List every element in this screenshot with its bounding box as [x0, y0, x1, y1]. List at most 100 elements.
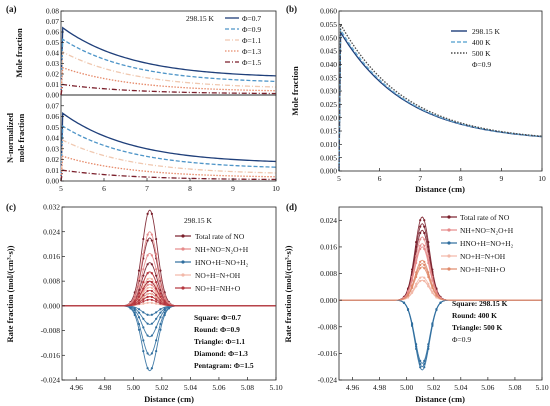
- panel-a-bottom-ytick-label-1: 0.01: [46, 166, 59, 175]
- panel-c-marker-4-2: [146, 289, 149, 293]
- panel-d-xtick-label-4: 5.04: [454, 383, 467, 392]
- panel-d-marker-4-1: [419, 263, 422, 267]
- panel-a-bottom-ytick-label-6: 0.06: [46, 112, 59, 121]
- panel-c-marker-4-2: [150, 289, 153, 293]
- panel-d-xtick-label-0: 4.96: [346, 383, 359, 392]
- panel-d-xtick-label-6: 5.08: [508, 383, 521, 392]
- panel-a-top-series-2: [60, 50, 276, 96]
- panel-d-ytick-label-3: 0.000: [320, 296, 337, 305]
- panel-d-marker-4-2: [435, 294, 438, 297]
- panel-a-curves: [60, 26, 276, 182]
- panel-a-top-ytick-label-2: 0.02: [46, 70, 59, 79]
- panel-c-marker-2-0: [142, 350, 145, 353]
- panel-a-bottom-ytick-label-0: 0.00: [46, 177, 59, 186]
- panel-a-bottom-ytick-label-4: 0.04: [46, 134, 59, 143]
- panel-c-marker-2-3: [150, 322, 153, 325]
- panel-a-bottom-xtick-label-0: 5: [59, 184, 63, 193]
- panel-d-note-0: Square: 298.15 K: [452, 299, 508, 308]
- panel-c-marker-2-3: [159, 311, 162, 314]
- panel-d-ytick-label-0: -0.024: [318, 376, 338, 385]
- panel-c-marker-0-0: [142, 237, 145, 241]
- panel-d-xtick-label-7: 5.10: [535, 383, 548, 392]
- legend-a-label-2: Φ=1.1: [242, 36, 261, 45]
- panel-a-bottom-xtick-label-3: 8: [188, 184, 192, 193]
- panel-d-marker-3-2: [410, 291, 414, 294]
- panel-d-marker-3-2: [419, 279, 422, 283]
- panel-b-ytick-label-10: 0.050: [320, 33, 337, 42]
- legend-c-label-3: NO+H=N+OH: [195, 271, 241, 280]
- panel-d-marker-2-2: [427, 343, 430, 346]
- panel-c-marker-2-1: [163, 311, 166, 314]
- panel-c-marker-0-0: [159, 269, 162, 272]
- panel-d-marker-4-0: [423, 260, 426, 263]
- panel-c-marker-1-3: [150, 283, 153, 287]
- panel-c-marker-2-2: [137, 316, 141, 319]
- panel-c-xlabel: Distance (cm): [144, 394, 194, 404]
- panel-c-marker-0-1: [146, 239, 149, 242]
- panel-c-marker-4-0: [146, 272, 149, 275]
- panel-c-marker-1-0: [163, 294, 166, 297]
- panel-d-series-4-case-1: [339, 263, 542, 301]
- panel-c-series-1-case-2: [62, 271, 276, 307]
- panel-a-top-ytick-label-4: 0.04: [46, 49, 59, 58]
- panel-c-note-1: Round: Φ=0.9: [194, 325, 240, 334]
- panel-b-xtick-label-2: 7: [418, 174, 422, 183]
- panel-a-top-ytick-label-7: 0.07: [46, 17, 59, 26]
- panel-c-marker-3-2: [146, 292, 149, 296]
- panel-c-marker-4-1: [142, 287, 145, 290]
- panel-d-marker-3-0: [415, 282, 418, 286]
- panel-c-ytick-label-6: 0.024: [43, 227, 60, 236]
- panel-c-xtick-label-5: 5.06: [212, 383, 225, 392]
- panel-c-marker-3-1: [150, 286, 153, 290]
- panel-d-frame: [338, 206, 543, 381]
- panel-d-marker-4-0: [419, 260, 422, 263]
- panel-d-marker-4-1: [423, 263, 426, 267]
- legend-c-marker-0: [181, 234, 185, 238]
- panel-b-xtick-label-0: 5: [337, 174, 341, 183]
- panel-d-marker-2-0: [419, 366, 422, 369]
- legend-d-label-3: NO+H=N+OH: [460, 252, 506, 261]
- panel-d-marker-1-0: [423, 238, 426, 241]
- panel-c-marker-4-4: [142, 300, 145, 303]
- panel-a-bottom-frame: [60, 94, 277, 182]
- panel-c-series-2-case-1: [62, 305, 276, 356]
- panel-c-xtick-label-6: 5.08: [241, 383, 254, 392]
- panel-c-xtick-label-4: 5.04: [184, 383, 197, 392]
- panel-d-ylabel: Rate fraction (mol/(cm³·s)): [283, 245, 293, 342]
- axis-ticks: 0.000.010.020.030.040.050.060.070.085 6 7 8…: [41, 7, 549, 392]
- panel-c-marker-2-2: [142, 326, 145, 329]
- panel-b-ylabel: Mole fraction: [290, 66, 300, 116]
- panel-c-marker-1-1: [155, 268, 158, 271]
- panel-c-marker-1-0: [150, 233, 153, 236]
- panel-c-marker-1-1: [150, 254, 153, 257]
- panel-d-marker-2-2: [406, 307, 410, 311]
- panel-d-curves: [339, 216, 542, 371]
- panel-c-marker-3-2: [142, 296, 145, 299]
- panel-d-marker-2-2: [410, 322, 414, 325]
- panel-c-marker-1-1: [159, 285, 162, 288]
- panel-c-marker-2-4: [142, 311, 145, 314]
- panel-b-ytick-label-3: 0.015: [320, 127, 337, 136]
- panel-b-ytick-label-0: 0.000: [320, 167, 337, 176]
- panel-d-series-2-case-0: [339, 299, 542, 371]
- panel-d-annotation: Φ=0.9: [452, 335, 471, 344]
- panel-d-marker-4-2: [410, 286, 414, 290]
- panel-c-marker-4-2: [137, 299, 141, 302]
- panel-d-marker-2-2: [402, 301, 406, 304]
- panel-c-marker-4-3: [150, 295, 153, 299]
- panel-c-marker-4-4: [150, 298, 153, 302]
- panel-c-marker-4-4: [146, 298, 149, 302]
- panel-c-marker-0-2: [142, 274, 145, 277]
- panel-d-marker-1-1: [419, 244, 422, 247]
- panel-c-marker-4-4: [159, 302, 162, 305]
- panel-c-marker-2-0: [155, 350, 158, 353]
- panel-b-legend: 298.15 K 400 K 500 K: [451, 27, 501, 58]
- panel-c-ytick-label-4: 0.008: [43, 277, 60, 286]
- panel-c-marker-4-4: [155, 300, 158, 303]
- panel-c-marker-2-2: [146, 334, 149, 337]
- panel-d-label: (d): [286, 202, 297, 212]
- panel-a-top-series-3: [60, 66, 276, 96]
- panel-b-xtick-label-1: 6: [378, 174, 382, 183]
- panel-d-series-2-case-2: [339, 299, 542, 364]
- panel-b-ytick-label-6: 0.030: [320, 87, 337, 96]
